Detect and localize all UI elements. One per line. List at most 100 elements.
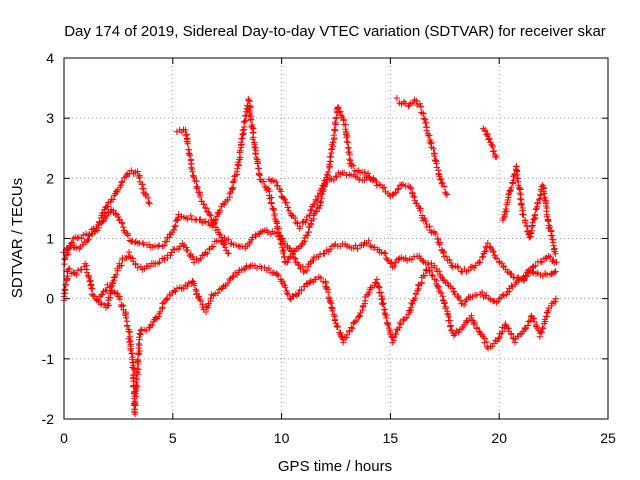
data-point xyxy=(292,291,299,298)
data-point xyxy=(281,196,288,203)
data-point xyxy=(454,263,461,270)
data-point xyxy=(89,285,96,292)
data-point xyxy=(438,289,445,297)
data-point xyxy=(175,246,183,253)
data-point xyxy=(332,119,339,127)
data-point xyxy=(551,269,558,276)
data-point xyxy=(146,241,153,248)
data-point xyxy=(331,126,338,133)
data-point xyxy=(303,280,310,287)
series-track-d xyxy=(95,262,560,418)
data-point xyxy=(170,226,177,234)
data-point xyxy=(384,256,391,263)
data-point xyxy=(99,291,106,298)
data-point xyxy=(418,109,425,116)
data-point xyxy=(241,118,248,125)
data-point xyxy=(436,241,443,248)
data-point xyxy=(167,252,174,259)
data-point xyxy=(375,283,382,290)
data-point xyxy=(151,242,159,250)
data-point xyxy=(324,288,332,296)
data-point xyxy=(533,321,540,329)
data-point xyxy=(552,250,559,257)
data-point xyxy=(277,188,285,195)
data-point xyxy=(154,260,162,267)
data-point xyxy=(400,317,407,324)
y-tick-label: 4 xyxy=(46,50,54,66)
data-point xyxy=(450,332,458,339)
data-point xyxy=(134,366,142,373)
data-point xyxy=(393,94,401,102)
data-point xyxy=(134,356,142,364)
data-point xyxy=(412,290,420,298)
data-point xyxy=(281,258,288,265)
data-point xyxy=(149,322,156,329)
y-tick-label: -2 xyxy=(42,411,55,427)
data-point xyxy=(417,103,424,110)
data-point xyxy=(134,365,141,372)
data-point xyxy=(191,282,198,289)
data-point xyxy=(407,304,414,311)
data-point xyxy=(289,251,297,258)
data-point xyxy=(473,291,480,299)
data-point xyxy=(146,200,153,207)
data-point xyxy=(125,328,132,335)
data-point xyxy=(135,340,142,348)
data-point xyxy=(446,256,453,263)
data-point xyxy=(431,262,438,269)
data-point xyxy=(284,291,292,298)
data-point xyxy=(415,281,422,289)
data-point xyxy=(182,126,189,134)
data-point xyxy=(378,296,385,303)
data-point xyxy=(524,322,532,329)
data-point xyxy=(136,347,143,355)
data-point xyxy=(142,327,150,334)
data-point xyxy=(109,196,117,203)
data-point xyxy=(136,342,143,349)
data-point xyxy=(235,159,242,166)
data-point xyxy=(305,228,312,236)
data-point xyxy=(321,177,328,184)
data-point xyxy=(197,297,204,304)
data-point xyxy=(434,235,442,242)
data-point xyxy=(197,216,204,223)
data-point xyxy=(536,196,543,204)
data-point xyxy=(326,161,333,168)
data-point xyxy=(61,256,68,263)
series-track-i xyxy=(499,163,559,257)
data-point xyxy=(73,271,80,278)
data-point xyxy=(523,273,530,280)
axis-ticks: 0 5 10 15 20 25 -2 -1 0 1 2 3 4 xyxy=(42,50,616,446)
data-point xyxy=(293,291,301,299)
data-point xyxy=(531,211,539,218)
data-point xyxy=(164,295,171,303)
data-point xyxy=(379,184,387,192)
data-point xyxy=(504,288,511,296)
data-point xyxy=(380,300,387,307)
data-point xyxy=(334,323,341,331)
data-point xyxy=(460,301,468,309)
data-point xyxy=(359,303,367,311)
data-point xyxy=(349,325,356,332)
data-point xyxy=(344,139,352,146)
data-point xyxy=(521,219,529,226)
data-point xyxy=(228,185,236,192)
data-point xyxy=(174,216,181,224)
data-point xyxy=(442,253,450,260)
data-point xyxy=(132,388,139,395)
data-point xyxy=(508,282,515,289)
y-tick-label: 0 xyxy=(46,291,54,307)
data-point xyxy=(532,262,539,269)
data-point xyxy=(427,140,435,147)
data-point xyxy=(406,101,413,109)
series-track-h xyxy=(480,125,500,161)
data-point xyxy=(184,246,191,254)
data-point xyxy=(124,322,131,330)
data-point xyxy=(212,290,219,297)
data-point xyxy=(221,244,229,251)
data-point xyxy=(317,274,324,282)
data-point xyxy=(391,262,398,270)
data-point xyxy=(383,314,390,322)
data-point xyxy=(274,182,281,189)
data-point xyxy=(324,178,331,186)
